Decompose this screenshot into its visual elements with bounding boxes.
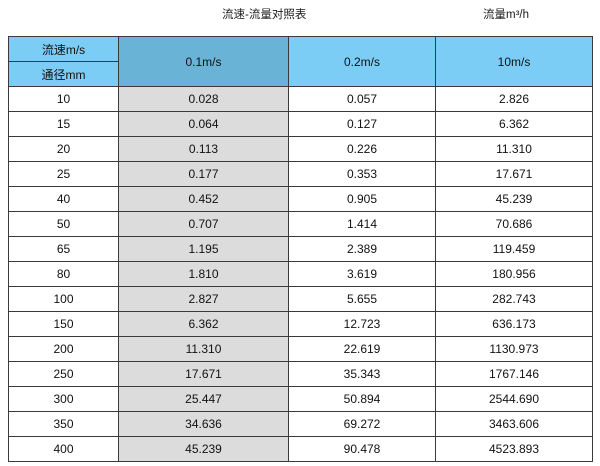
cell-v02: 5.655 <box>288 286 436 312</box>
cell-v10: 11.310 <box>435 136 593 162</box>
cell-v02: 0.353 <box>288 161 436 187</box>
cell-v10: 2544.690 <box>435 386 593 412</box>
cell-dn: 200 <box>8 336 119 362</box>
cell-v02: 50.894 <box>288 386 436 412</box>
column-header-2: 10m/s <box>435 36 593 87</box>
table-row: 25 0.177 0.353 17.671 <box>8 161 593 187</box>
cell-v01: 34.636 <box>118 411 289 437</box>
cell-v10: 6.362 <box>435 111 593 137</box>
table-row: 80 1.810 3.619 180.956 <box>8 261 593 287</box>
cell-v10: 45.239 <box>435 186 593 212</box>
cell-v02: 2.389 <box>288 236 436 262</box>
cell-v01: 0.064 <box>118 111 289 137</box>
caption-bar: 流速-流量对照表 流量m³/h <box>0 0 600 34</box>
cell-v01: 17.671 <box>118 361 289 387</box>
column-header-0: 0.1m/s <box>118 36 289 87</box>
cell-v10: 636.173 <box>435 311 593 337</box>
table-row: 50 0.707 1.414 70.686 <box>8 211 593 237</box>
cell-v02: 90.478 <box>288 436 436 462</box>
cell-v02: 22.619 <box>288 336 436 362</box>
table-row: 100 2.827 5.655 282.743 <box>8 286 593 312</box>
flow-velocity-table: 流速m/s 0.1m/s 0.2m/s 10m/s 通径mm 10 0.028 … <box>8 36 593 462</box>
cell-v10: 180.956 <box>435 261 593 287</box>
corner-header-velocity-label: 流速m/s <box>8 36 119 62</box>
cell-dn: 350 <box>8 411 119 437</box>
cell-dn: 65 <box>8 236 119 262</box>
cell-v01: 45.239 <box>118 436 289 462</box>
table-row: 200 11.310 22.619 1130.973 <box>8 336 593 362</box>
cell-v02: 0.905 <box>288 186 436 212</box>
page-title: 流速-流量对照表 <box>222 9 307 21</box>
cell-v01: 6.362 <box>118 311 289 337</box>
cell-v02: 0.226 <box>288 136 436 162</box>
cell-v02: 69.272 <box>288 411 436 437</box>
cell-v10: 1767.146 <box>435 361 593 387</box>
cell-v10: 282.743 <box>435 286 593 312</box>
cell-v10: 2.826 <box>435 86 593 112</box>
table-header-row-2: 通径mm <box>8 61 593 87</box>
table-row: 400 45.239 90.478 4523.893 <box>8 436 593 462</box>
cell-dn: 25 <box>8 161 119 187</box>
cell-v01: 0.707 <box>118 211 289 237</box>
table-row: 20 0.113 0.226 11.310 <box>8 136 593 162</box>
corner-header-diameter-label: 通径mm <box>8 61 119 87</box>
table-row: 350 34.636 69.272 3463.606 <box>8 411 593 437</box>
cell-v01: 1.810 <box>118 261 289 287</box>
cell-v02: 12.723 <box>288 311 436 337</box>
cell-dn: 10 <box>8 86 119 112</box>
cell-dn: 150 <box>8 311 119 337</box>
cell-v01: 0.028 <box>118 86 289 112</box>
cell-v10: 3463.606 <box>435 411 593 437</box>
cell-dn: 80 <box>8 261 119 287</box>
table-row: 15 0.064 0.127 6.362 <box>8 111 593 137</box>
cell-v01: 0.452 <box>118 186 289 212</box>
cell-v02: 3.619 <box>288 261 436 287</box>
cell-dn: 15 <box>8 111 119 137</box>
column-header-1: 0.2m/s <box>288 36 436 87</box>
table-row: 40 0.452 0.905 45.239 <box>8 186 593 212</box>
cell-dn: 50 <box>8 211 119 237</box>
cell-v10: 70.686 <box>435 211 593 237</box>
cell-dn: 100 <box>8 286 119 312</box>
table-header-row-1: 流速m/s 0.1m/s 0.2m/s 10m/s <box>8 36 593 87</box>
cell-v02: 35.343 <box>288 361 436 387</box>
table-row: 65 1.195 2.389 119.459 <box>8 236 593 262</box>
cell-v01: 1.195 <box>118 236 289 262</box>
cell-v10: 119.459 <box>435 236 593 262</box>
cell-dn: 40 <box>8 186 119 212</box>
table-row: 150 6.362 12.723 636.173 <box>8 311 593 337</box>
cell-v01: 0.177 <box>118 161 289 187</box>
cell-dn: 300 <box>8 386 119 412</box>
table-body: 流速m/s 0.1m/s 0.2m/s 10m/s 通径mm 10 0.028 … <box>8 36 593 462</box>
cell-v01: 2.827 <box>118 286 289 312</box>
table-row: 250 17.671 35.343 1767.146 <box>8 361 593 387</box>
cell-v10: 1130.973 <box>435 336 593 362</box>
cell-v01: 11.310 <box>118 336 289 362</box>
cell-dn: 400 <box>8 436 119 462</box>
cell-v02: 0.057 <box>288 86 436 112</box>
cell-dn: 20 <box>8 136 119 162</box>
cell-v10: 4523.893 <box>435 436 593 462</box>
table-row: 300 25.447 50.894 2544.690 <box>8 386 593 412</box>
cell-v02: 0.127 <box>288 111 436 137</box>
table-row: 10 0.028 0.057 2.826 <box>8 86 593 112</box>
flow-velocity-table-container: 流速m/s 0.1m/s 0.2m/s 10m/s 通径mm 10 0.028 … <box>8 36 593 462</box>
cell-v01: 0.113 <box>118 136 289 162</box>
cell-v01: 25.447 <box>118 386 289 412</box>
cell-v02: 1.414 <box>288 211 436 237</box>
cell-v10: 17.671 <box>435 161 593 187</box>
flow-unit-label: 流量m³/h <box>483 9 529 21</box>
cell-dn: 250 <box>8 361 119 387</box>
